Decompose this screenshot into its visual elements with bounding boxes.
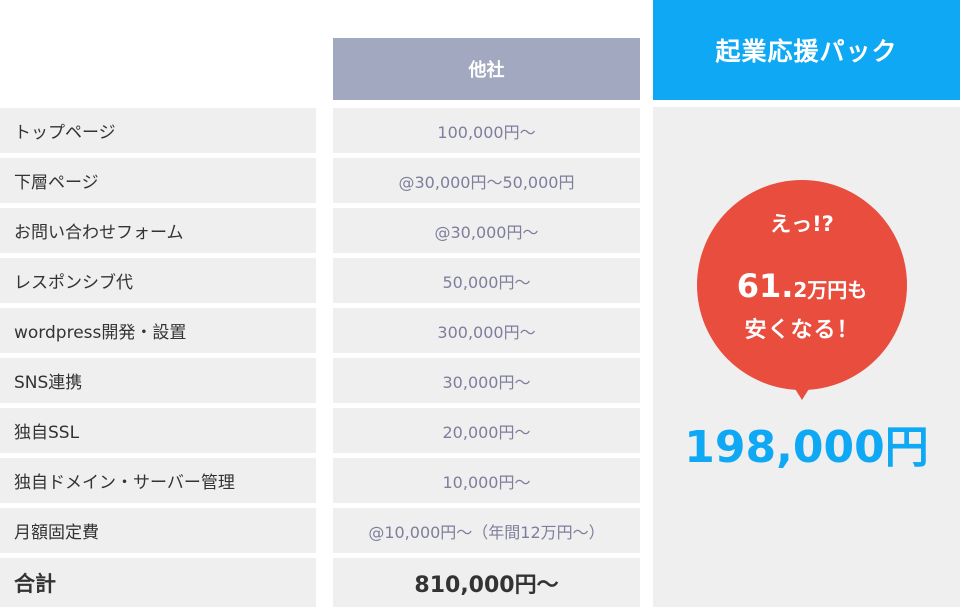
savings-bubble: えっ!? 61.2万円も 安くなる！ (697, 180, 907, 390)
row-label-top-page: トップページ (0, 108, 316, 153)
row-price-domain-server: 10,000円〜 (333, 458, 640, 503)
bubble-savings-amount: 61.2万円も (697, 267, 907, 305)
row-label-sns: SNS連携 (0, 358, 316, 403)
row-price-sns: 30,000円〜 (333, 358, 640, 403)
other-company-header: 他社 (333, 38, 640, 100)
pack-header-label: 起業応援パック (715, 37, 898, 66)
row-label-sub-page: 下層ページ (0, 158, 316, 203)
row-label-domain-server: 独自ドメイン・サーバー管理 (0, 458, 316, 503)
row-price-wordpress: 300,000円〜 (333, 308, 640, 353)
row-label-ssl: 独自SSL (0, 408, 316, 453)
row-price-monthly-fee: @10,000円〜（年間12万円〜） (333, 508, 640, 553)
total-price: 810,000円〜 (333, 558, 640, 607)
row-label-contact-form: お問い合わせフォーム (0, 208, 316, 253)
pack-price: 198,000円 (684, 422, 929, 473)
pack-header: 起業応援パック (653, 0, 960, 100)
other-company-header-label: 他社 (468, 60, 505, 81)
row-price-ssl: 20,000円〜 (333, 408, 640, 453)
row-label-wordpress: wordpress開発・設置 (0, 308, 316, 353)
row-price-top-page: 100,000円〜 (333, 108, 640, 153)
row-price-contact-form: @30,000円〜 (333, 208, 640, 253)
row-price-sub-page: @30,000円〜50,000円 (333, 158, 640, 203)
row-label-monthly-fee: 月額固定費 (0, 508, 316, 553)
bubble-cheaper-text: 安くなる！ (744, 318, 860, 343)
total-label: 合計 (0, 558, 316, 607)
bubble-amount-big: 61. (736, 267, 794, 305)
bubble-exclamation: えっ!? (770, 212, 834, 236)
bubble-amount-small: 2万円も (793, 278, 868, 302)
row-price-responsive: 50,000円〜 (333, 258, 640, 303)
row-label-responsive: レスポンシブ代 (0, 258, 316, 303)
